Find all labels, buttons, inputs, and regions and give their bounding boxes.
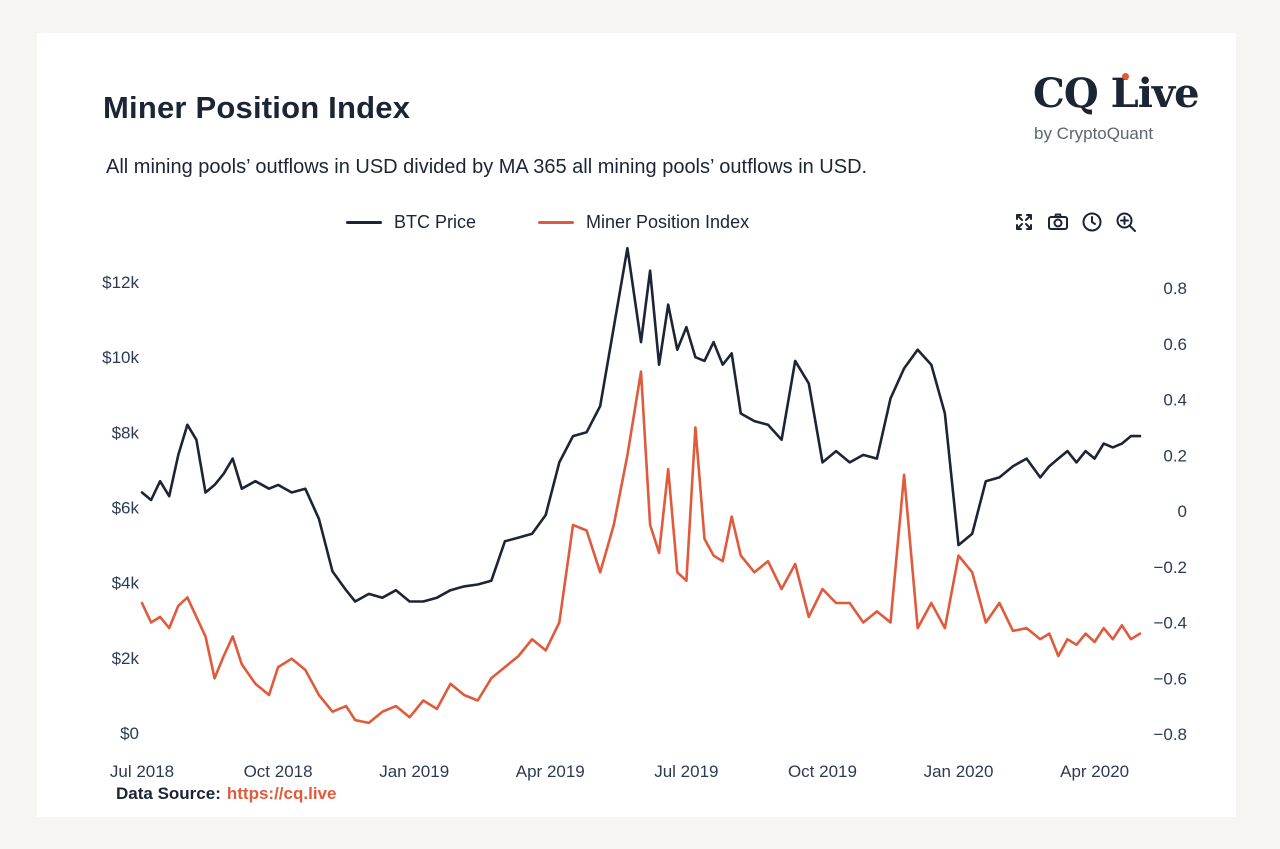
- y-right-tick-label: −0.2: [1153, 558, 1187, 577]
- logo-accent-dot: [1122, 73, 1129, 80]
- logo-tagline: by CryptoQuant: [1034, 124, 1154, 143]
- legend-label-mpi: Miner Position Index: [586, 211, 750, 232]
- fullscreen-icon[interactable]: [1012, 210, 1036, 234]
- chart-subtitle: All mining pools’ outflows in USD divide…: [106, 156, 868, 178]
- data-source-link[interactable]: https://cq.live: [226, 784, 337, 803]
- y-left-tick-label: $0: [120, 724, 139, 743]
- x-tick-label: Oct 2018: [244, 762, 313, 781]
- y-right-tick-label: −0.6: [1153, 669, 1187, 688]
- y-right-tick-label: 0: [1178, 502, 1187, 521]
- x-axis: Jul 2018 Oct 2018 Jan 2019 Apr 2019 Jul 2019…: [110, 762, 1129, 781]
- chart-card: [37, 33, 1236, 817]
- y-left-tick-label: $6k: [112, 499, 140, 518]
- x-tick-label: Apr 2020: [1060, 762, 1129, 781]
- legend-item-btc-price[interactable]: BTC Price: [346, 210, 476, 234]
- camera-icon[interactable]: [1046, 210, 1070, 234]
- btc-price-line[interactable]: [140, 246, 1142, 603]
- chart-toolbar: [1012, 210, 1138, 234]
- y-right-tick-label: 0.6: [1163, 335, 1187, 354]
- y-left-tick-label: $12k: [102, 273, 139, 292]
- clock-icon[interactable]: [1080, 210, 1104, 234]
- y-left-tick-label: $10k: [102, 348, 139, 367]
- legend-label-btc: BTC Price: [394, 211, 477, 232]
- y-axis-right: −0.8 −0.6 −0.4 −0.2 0 0.2 0.4 0.6 0.8: [1153, 279, 1187, 744]
- cq-live-logo: CQ Live: [1033, 70, 1200, 117]
- zoom-in-icon[interactable]: [1114, 210, 1138, 234]
- y-left-tick-label: $4k: [112, 574, 140, 593]
- x-tick-label: Jul 2019: [654, 762, 718, 781]
- x-tick-label: Apr 2019: [516, 762, 585, 781]
- y-right-tick-label: −0.8: [1153, 725, 1187, 744]
- y-axis-left: $0 $2k $4k $6k $8k $10k $12k: [102, 273, 139, 743]
- miner-position-index-line[interactable]: [140, 370, 1142, 725]
- legend-swatch-mpi: [538, 220, 574, 224]
- data-source: Data Source: https://cq.live: [116, 784, 336, 804]
- y-left-tick-label: $2k: [112, 649, 140, 668]
- legend-item-miner-position-index[interactable]: Miner Position Index: [538, 210, 749, 234]
- y-left-tick-label: $8k: [112, 423, 140, 442]
- series-layer: [140, 246, 1142, 725]
- x-tick-label: Oct 2019: [788, 762, 857, 781]
- data-source-label: Data Source:: [116, 784, 221, 803]
- x-tick-label: Jan 2019: [379, 762, 449, 781]
- y-right-tick-label: −0.4: [1153, 614, 1187, 633]
- x-tick-label: Jan 2020: [924, 762, 994, 781]
- page-title: Miner Position Index: [103, 90, 411, 125]
- x-tick-label: Jul 2018: [110, 762, 174, 781]
- y-right-tick-label: 0.4: [1163, 391, 1187, 410]
- y-right-tick-label: 0.2: [1163, 446, 1187, 465]
- legend-swatch-btc: [346, 220, 382, 224]
- y-right-tick-label: 0.8: [1163, 279, 1187, 298]
